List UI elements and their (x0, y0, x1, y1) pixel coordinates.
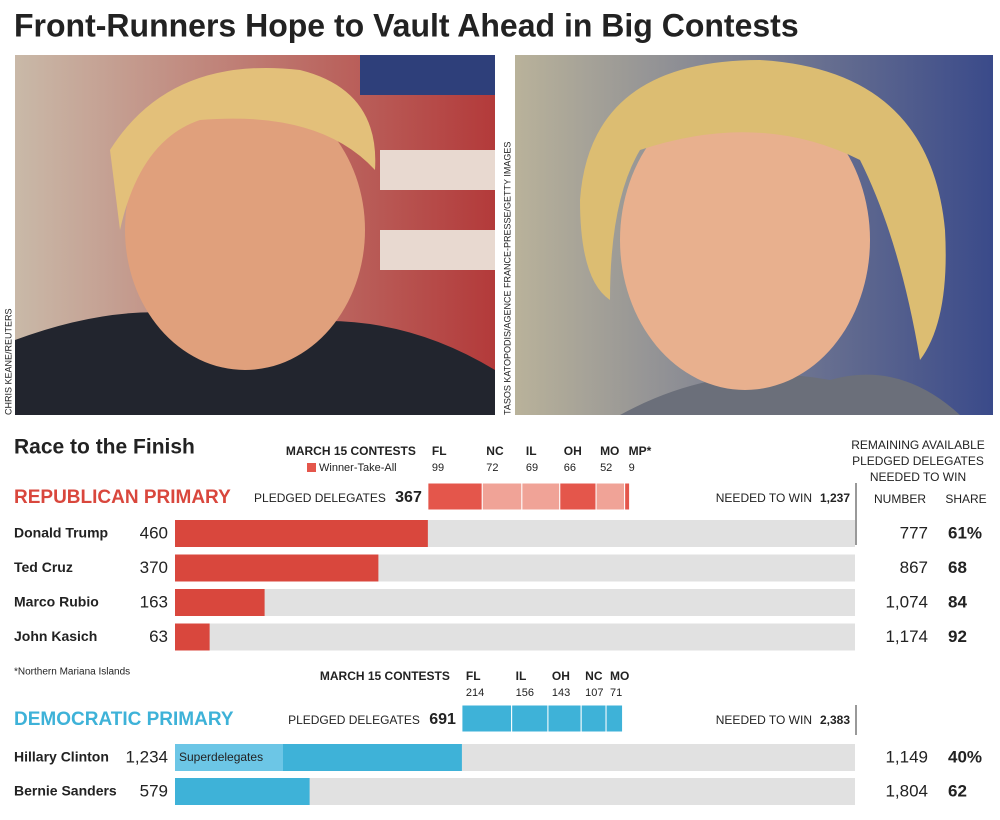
photo-left (15, 55, 495, 415)
contest-state: FL (432, 444, 447, 458)
track (175, 589, 855, 616)
contest-state: OH (564, 444, 582, 458)
contest-state: IL (526, 444, 537, 458)
contest-value: 143 (552, 687, 570, 699)
bar (175, 520, 428, 547)
contest-value: 69 (526, 462, 538, 474)
pledged-label: PLEDGED DELEGATES (254, 491, 386, 505)
photo-credit: TASOS KATOPODIS/AGENCE FRANCE-PRESSE/GET… (502, 142, 512, 415)
photo-credit: CHRIS KEANE/REUTERS (3, 308, 13, 415)
contest-state: MO (600, 444, 619, 458)
share: 62 (948, 781, 967, 800)
bar (175, 623, 210, 651)
candidate-delegates: 1,234 (125, 747, 168, 766)
pledged-value: 691 (429, 711, 456, 728)
contest-value: 9 (629, 462, 635, 474)
contest-segment (595, 482, 626, 511)
candidate-delegates: 579 (140, 781, 168, 800)
candidate-delegates: 460 (140, 523, 168, 542)
contests-heading: MARCH 15 CONTESTS (286, 444, 416, 458)
share: 68 (948, 558, 967, 577)
remaining: 1,149 (885, 747, 928, 766)
contest-segment (547, 704, 582, 733)
track (175, 623, 855, 651)
column-header: SHARE (945, 492, 986, 506)
column-header: NUMBER (874, 492, 926, 506)
contest-segment (559, 482, 597, 511)
contest-value: 66 (564, 462, 576, 474)
remaining: 867 (900, 558, 928, 577)
contest-value: 99 (432, 462, 444, 474)
primary-name: DEMOCRATIC PRIMARY (14, 709, 234, 730)
photo-right (515, 55, 993, 415)
candidate-delegates: 163 (140, 592, 168, 611)
contest-state: NC (585, 669, 603, 683)
candidate-name: Donald Trump (14, 525, 108, 541)
share: 92 (948, 627, 967, 646)
column-header: REMAINING AVAILABLE (851, 438, 985, 452)
column-header: NEEDED TO WIN (870, 470, 966, 484)
superdelegates-label: Superdelegates (179, 750, 263, 764)
legend-label: Winner-Take-All (319, 462, 397, 474)
pledged-value: 367 (395, 489, 422, 506)
contest-state: OH (552, 669, 570, 683)
contest-value: 52 (600, 462, 612, 474)
candidate-name: John Kasich (14, 628, 97, 644)
pledged-label: PLEDGED DELEGATES (288, 713, 420, 727)
contest-state: FL (466, 669, 481, 683)
contest-state: MP* (629, 444, 652, 458)
share: 84 (948, 592, 967, 611)
contest-state: NC (486, 444, 504, 458)
remaining: 777 (900, 523, 928, 542)
column-header: PLEDGED DELEGATES (852, 454, 984, 468)
contests-heading: MARCH 15 CONTESTS (320, 669, 450, 683)
candidate-name: Hillary Clinton (14, 749, 109, 765)
contest-segment (580, 704, 607, 733)
primary-name: REPUBLICAN PRIMARY (14, 487, 231, 508)
share: 40% (948, 747, 982, 766)
contest-segment (461, 704, 513, 733)
contest-segment (624, 482, 631, 511)
contest-value: 72 (486, 462, 498, 474)
contest-value: 156 (516, 687, 534, 699)
contest-segment (521, 482, 561, 511)
candidate-delegates: 63 (149, 627, 168, 646)
title: Front-Runners Hope to Vault Ahead in Big… (14, 7, 799, 43)
needed-label: NEEDED TO WIN (716, 713, 812, 727)
bar (175, 589, 265, 616)
remaining: 1,804 (885, 781, 928, 800)
bar (175, 778, 310, 805)
contest-value: 214 (466, 687, 484, 699)
contest-value: 71 (610, 687, 622, 699)
share: 61% (948, 523, 982, 542)
contest-state: MO (610, 669, 629, 683)
contest-state: IL (516, 669, 527, 683)
needed-label: NEEDED TO WIN (716, 491, 812, 505)
contest-segment (511, 704, 549, 733)
contest-segment (605, 704, 624, 733)
footnote: *Northern Mariana Islands (14, 667, 130, 678)
contest-value: 107 (585, 687, 603, 699)
superdelegates-box (175, 744, 283, 771)
candidate-name: Ted Cruz (14, 559, 73, 575)
candidate-delegates: 370 (140, 558, 168, 577)
candidate-name: Bernie Sanders (14, 783, 117, 799)
legend-swatch (307, 463, 316, 472)
needed-value: 2,383 (820, 713, 850, 727)
section-title: Race to the Finish (14, 436, 195, 459)
remaining: 1,074 (885, 592, 928, 611)
remaining: 1,174 (885, 627, 928, 646)
needed-value: 1,237 (820, 491, 850, 505)
bar (175, 554, 379, 582)
candidate-name: Marco Rubio (14, 594, 99, 610)
contest-segment (427, 482, 483, 511)
contest-segment (481, 482, 523, 511)
